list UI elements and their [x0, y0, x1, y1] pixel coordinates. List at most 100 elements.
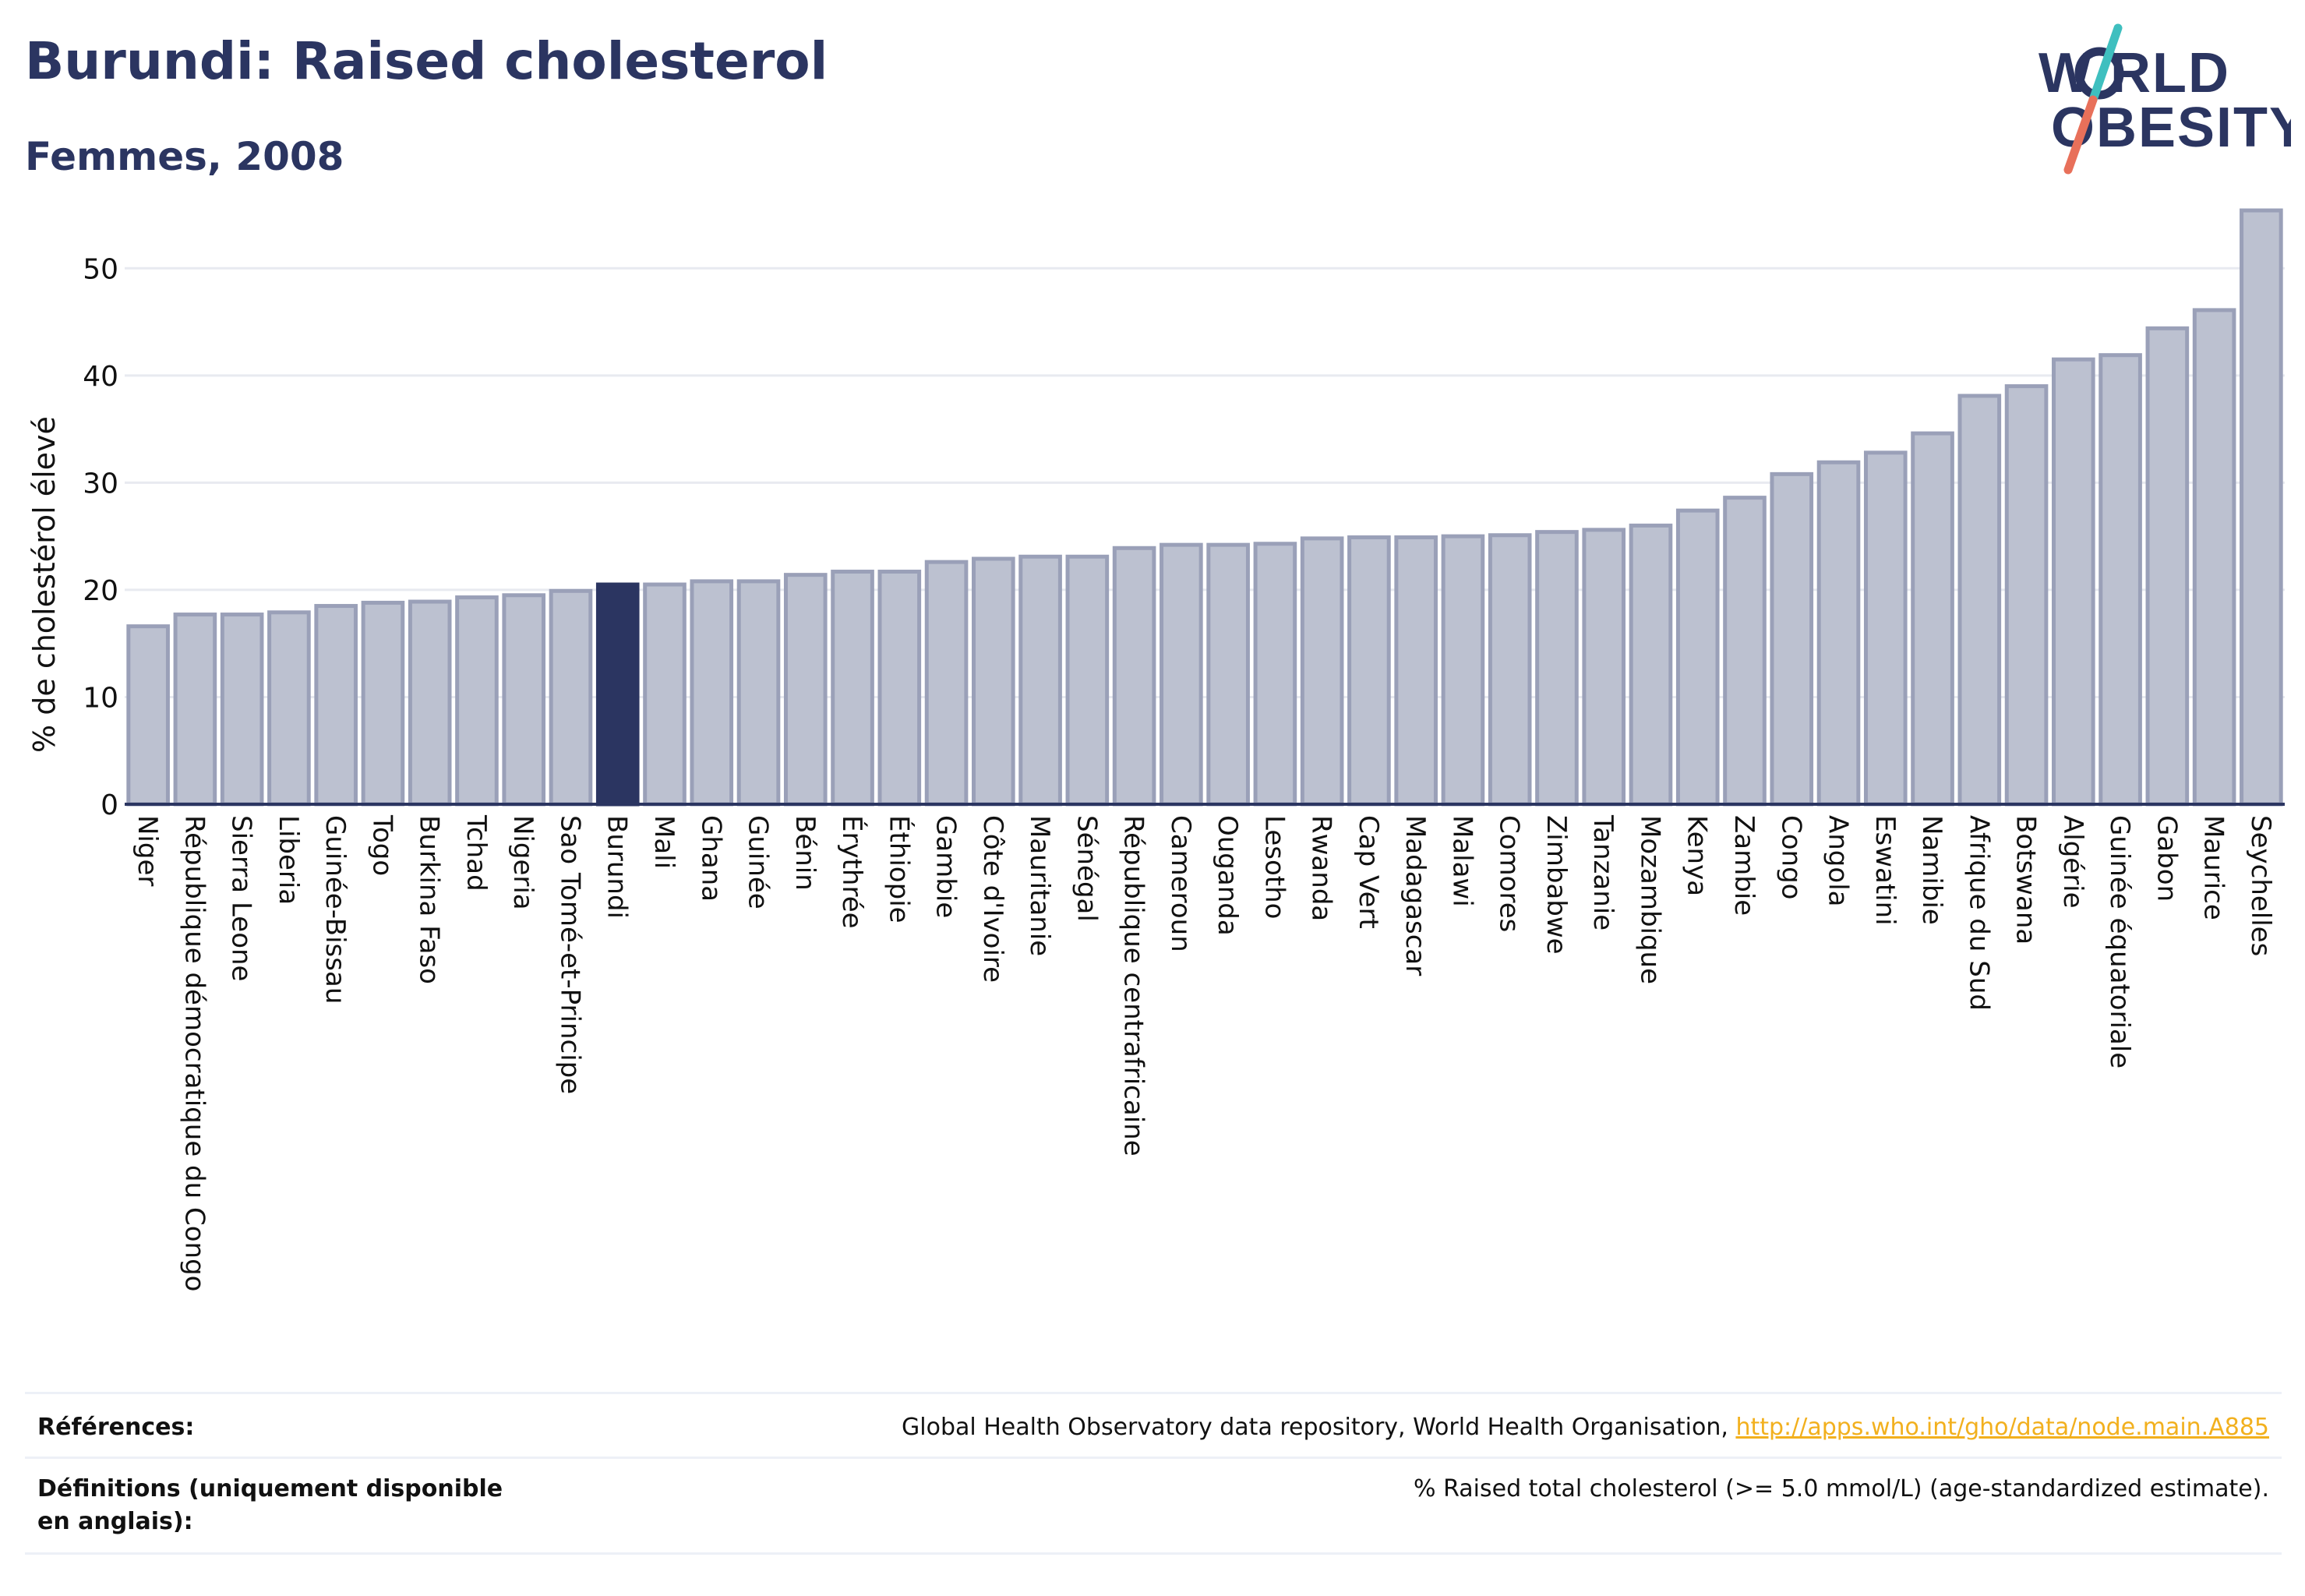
bar [831, 570, 874, 807]
logo-slash-top [2088, 23, 2123, 104]
references-source-text: Global Health Observatory data repositor… [902, 1414, 1736, 1441]
x-tick-label: Eswatini [1869, 815, 1901, 926]
bar [736, 579, 781, 807]
logo-slash-bottom [2063, 95, 2098, 175]
x-tick-label: Zambie [1728, 815, 1760, 916]
x-tick-label: République centrafricaine [1118, 815, 1149, 1156]
x-tick-label: Angola [1823, 815, 1854, 906]
bar [1018, 554, 1062, 807]
x-tick-label: Érythrée [836, 815, 868, 929]
x-tick-label: Niger [132, 815, 163, 886]
definitions-value: % Raised total cholesterol (>= 5.0 mmol/… [1414, 1475, 2269, 1502]
x-tick-label: République démocratique du Congo [178, 815, 210, 1291]
bar [783, 573, 828, 807]
bar [2240, 208, 2283, 807]
x-tick-label: Côte d'Ivoire [977, 815, 1008, 983]
chart-subtitle: Femmes, 2008 [25, 134, 344, 179]
x-tick-label: Zimbabwe [1541, 815, 1572, 955]
bar [924, 560, 969, 807]
bar [1957, 394, 2002, 807]
x-tick-label: Sao Tomé-et-Principe [554, 815, 585, 1094]
bar [267, 610, 311, 807]
x-tick-label: Tanzanie [1587, 814, 1618, 930]
x-tick-label: Congo [1775, 815, 1806, 899]
y-tick-labels: 0 10 20 30 40 50 [83, 253, 118, 821]
references-value: Global Health Observatory data repositor… [902, 1394, 2282, 1444]
x-tick-label: Namibie [1916, 815, 1947, 925]
x-tick-label: Comores [1494, 815, 1525, 932]
x-tick-label: Burkina Faso [414, 815, 445, 984]
x-tick-label: Bénin [789, 815, 821, 891]
y-tick-label: 40 [83, 361, 118, 393]
bar [1394, 535, 1438, 807]
bar [1253, 542, 1297, 807]
x-tick-label: Ouganda [1212, 815, 1243, 936]
definitions-label: Définitions (uniquement disponible en an… [37, 1475, 503, 1535]
x-tick-label: Togo [366, 814, 397, 876]
bar [2052, 357, 2095, 807]
references-row: Références: Global Health Observatory da… [25, 1392, 2282, 1457]
bar [2004, 384, 2049, 807]
x-tick-label: Nigeria [507, 815, 538, 910]
bar [1300, 536, 1344, 807]
bar [314, 604, 358, 807]
y-tick-label: 50 [83, 253, 118, 285]
x-tick-label: Lesotho [1258, 815, 1290, 919]
x-tick-label: Burundi [602, 815, 633, 919]
bar [1160, 542, 1203, 807]
bar [1816, 460, 1861, 807]
bar [1911, 431, 1954, 807]
x-tick-label: Ghana [695, 815, 726, 902]
bar [455, 595, 499, 807]
references-table: Références: Global Health Observatory da… [25, 1392, 2282, 1555]
bar [972, 556, 1015, 807]
x-tick-label: Kenya [1682, 815, 1713, 896]
references-label: Références: [37, 1414, 195, 1441]
bar [1675, 508, 1720, 807]
bar [220, 613, 264, 807]
logo-o-ring [2074, 47, 2124, 100]
bar [1112, 546, 1156, 807]
bar [1488, 533, 1532, 807]
x-tick-label: Mali [648, 815, 679, 869]
bars [126, 208, 2283, 807]
definitions-row: Définitions (uniquement disponible en an… [25, 1457, 2282, 1555]
bar [408, 599, 452, 807]
y-tick-label: 30 [83, 468, 118, 500]
references-link[interactable]: http://apps.who.int/gho/data/node.main.A… [1735, 1414, 2269, 1441]
y-axis-label: % de cholestérol élevé [27, 416, 62, 753]
x-tick-label: Mauritanie [1024, 815, 1055, 956]
x-tick-labels: Niger République démocratique du Congo Sie… [132, 814, 2276, 1291]
bar [1863, 450, 1908, 807]
x-tick-label: Rwanda [1306, 815, 1337, 921]
x-tick-label: Gambie [930, 815, 962, 918]
x-tick-label: Sierra Leone [226, 815, 257, 981]
x-tick-label: Seychelles [2245, 815, 2276, 956]
bar [2145, 326, 2190, 807]
bar [502, 593, 546, 807]
x-tick-label: Sénégal [1071, 815, 1102, 922]
x-tick-label: Maurice [2198, 815, 2229, 920]
x-tick-label: Malawi [1446, 815, 1477, 907]
x-tick-label: Botswana [2010, 815, 2042, 945]
x-tick-label: Algérie [2057, 815, 2088, 909]
world-obesity-logo: W RLD OBESITY [2038, 23, 2291, 175]
bar [2192, 308, 2236, 807]
x-tick-label: Guinée [743, 815, 774, 909]
bar [877, 570, 922, 807]
y-tick-label: 10 [83, 682, 118, 714]
bar [549, 588, 593, 807]
bar [173, 613, 217, 807]
bar [1582, 528, 1626, 807]
bar [690, 579, 734, 807]
y-tick-label: 20 [83, 575, 118, 607]
x-tick-label: Cap Vert [1353, 815, 1384, 929]
bar [126, 624, 170, 807]
x-tick-label: Liberia [273, 815, 304, 905]
x-tick-label: Éthiopie [883, 815, 915, 923]
y-tick-label: 0 [101, 789, 118, 821]
bar [361, 600, 405, 807]
bar-highlighted [595, 582, 640, 807]
x-tick-label: Guinée-Bissau [319, 815, 351, 1004]
bar [1535, 530, 1579, 807]
